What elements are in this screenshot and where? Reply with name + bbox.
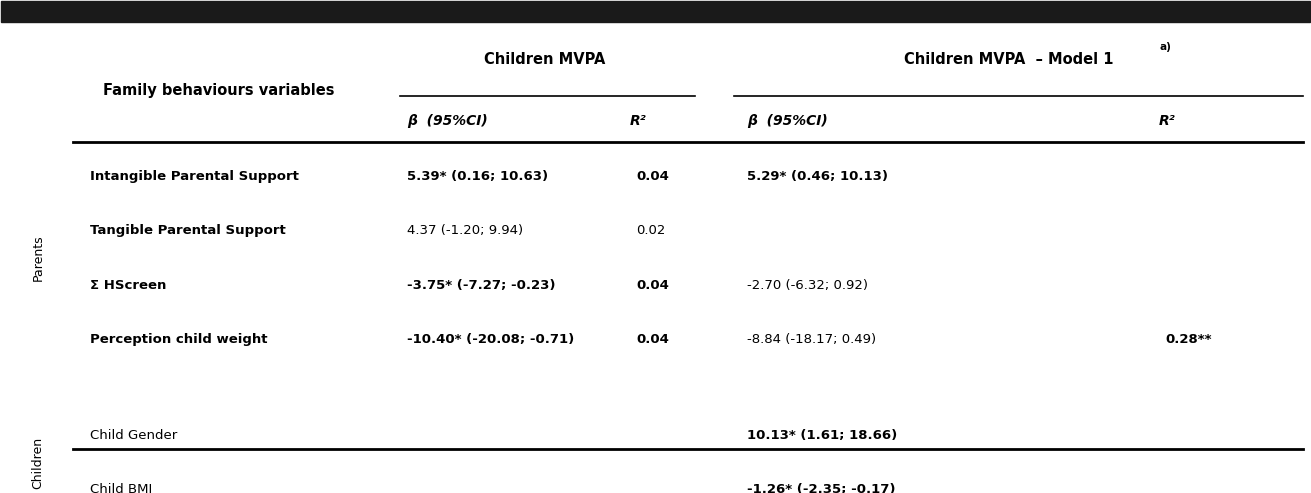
Text: Child Gender: Child Gender — [90, 429, 177, 442]
Text: β  (95%CI): β (95%CI) — [747, 114, 827, 128]
Text: 4.37 (-1.20; 9.94): 4.37 (-1.20; 9.94) — [406, 224, 523, 238]
Text: Children MVPA  – Model 1: Children MVPA – Model 1 — [905, 51, 1113, 67]
Text: 0.28**: 0.28** — [1165, 333, 1213, 346]
Text: Parents: Parents — [31, 235, 45, 282]
Text: 0.02: 0.02 — [636, 224, 665, 238]
Text: -10.40* (-20.08; -0.71): -10.40* (-20.08; -0.71) — [406, 333, 574, 346]
Bar — [1, 1, 1310, 22]
Text: Σ HScreen: Σ HScreen — [90, 279, 166, 292]
Text: Children MVPA: Children MVPA — [484, 51, 604, 67]
Text: 0.04: 0.04 — [636, 333, 669, 346]
Text: Family behaviours variables: Family behaviours variables — [104, 83, 334, 98]
Text: -3.75* (-7.27; -0.23): -3.75* (-7.27; -0.23) — [406, 279, 556, 292]
Text: R²: R² — [629, 114, 646, 128]
Text: 5.39* (0.16; 10.63): 5.39* (0.16; 10.63) — [406, 170, 548, 183]
Text: -8.84 (-18.17; 0.49): -8.84 (-18.17; 0.49) — [747, 333, 876, 346]
Text: R²: R² — [1159, 114, 1176, 128]
Text: Intangible Parental Support: Intangible Parental Support — [90, 170, 299, 183]
Text: Perception child weight: Perception child weight — [90, 333, 267, 346]
Text: -1.26* (-2.35; -0.17): -1.26* (-2.35; -0.17) — [747, 484, 895, 493]
Text: -2.70 (-6.32; 0.92): -2.70 (-6.32; 0.92) — [747, 279, 868, 292]
Text: 5.29* (0.46; 10.13): 5.29* (0.46; 10.13) — [747, 170, 888, 183]
Text: 0.04: 0.04 — [636, 170, 669, 183]
Text: 0.04: 0.04 — [636, 279, 669, 292]
Text: Child BMI: Child BMI — [90, 484, 152, 493]
Text: Tangible Parental Support: Tangible Parental Support — [90, 224, 286, 238]
Text: β  (95%CI): β (95%CI) — [406, 114, 488, 128]
Text: a): a) — [1160, 42, 1172, 52]
Text: 10.13* (1.61; 18.66): 10.13* (1.61; 18.66) — [747, 429, 897, 442]
Text: Children: Children — [31, 437, 45, 489]
